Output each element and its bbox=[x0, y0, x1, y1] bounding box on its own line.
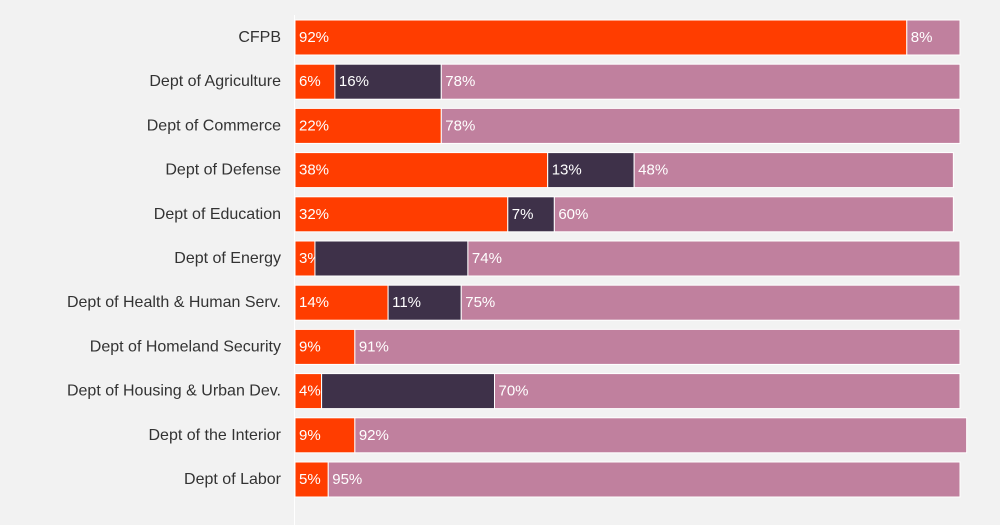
data-label: 6% bbox=[299, 73, 321, 90]
bar-segment-3 bbox=[440, 63, 961, 100]
bar-segment-1 bbox=[294, 417, 356, 454]
data-label: 9% bbox=[299, 338, 321, 355]
data-label: 13% bbox=[552, 162, 582, 179]
data-label: 7% bbox=[512, 206, 534, 223]
bar-segment-3 bbox=[354, 328, 961, 365]
data-label: 8% bbox=[911, 29, 933, 46]
data-label: 22% bbox=[299, 117, 329, 134]
bar-segment-3 bbox=[494, 373, 961, 410]
category-label: Dept of Labor bbox=[184, 471, 282, 488]
bar-row: Dept of Education 32% 7% 60% bbox=[154, 196, 954, 233]
bar-row: Dept of Commerce 22% 78% bbox=[147, 107, 961, 144]
bar-segment-3 bbox=[467, 240, 961, 277]
bar-segment-3 bbox=[906, 19, 961, 56]
bar-segment-3 bbox=[553, 196, 954, 233]
bar-segment-3 bbox=[460, 284, 961, 321]
data-label: 5% bbox=[299, 471, 321, 488]
data-label: 9% bbox=[299, 427, 321, 444]
data-label: 75% bbox=[465, 294, 495, 311]
bar-segment-2 bbox=[314, 240, 469, 277]
category-label: Dept of Agriculture bbox=[149, 73, 281, 90]
data-label: 38% bbox=[299, 162, 329, 179]
category-label: Dept of Defense bbox=[165, 162, 281, 179]
bar-segment-1 bbox=[294, 284, 389, 321]
category-label: CFPB bbox=[238, 29, 281, 46]
data-label: 11% bbox=[392, 294, 421, 311]
category-label: Dept of Health & Human Serv. bbox=[67, 294, 281, 311]
data-label: 32% bbox=[299, 206, 329, 223]
data-label: 4% bbox=[299, 383, 321, 400]
data-label: 60% bbox=[558, 206, 588, 223]
data-label: 78% bbox=[445, 117, 475, 134]
category-label: Dept of Homeland Security bbox=[90, 338, 281, 355]
data-label: 95% bbox=[332, 471, 362, 488]
bar-segment-3 bbox=[354, 417, 968, 454]
bar-segment-1 bbox=[294, 63, 336, 100]
bar-segment-1 bbox=[294, 196, 509, 233]
data-label: 78% bbox=[445, 73, 475, 90]
bar-row: Dept of Agriculture 6% 16% 78% bbox=[149, 63, 961, 100]
category-label: Dept of Education bbox=[154, 206, 281, 223]
bar-segment-1 bbox=[294, 373, 323, 410]
bar-row: Dept of the Interior 9% 92% bbox=[148, 417, 968, 454]
bar-row: Dept of Labor 5% 95% bbox=[184, 461, 961, 498]
bar-segment-1 bbox=[294, 19, 908, 56]
category-label: Dept of Housing & Urban Dev. bbox=[67, 383, 281, 400]
data-label: 48% bbox=[638, 162, 668, 179]
bar-row: CFPB 92% 8% bbox=[238, 19, 961, 56]
data-label: 92% bbox=[359, 427, 389, 444]
data-label: 70% bbox=[499, 383, 529, 400]
bar-segment-2 bbox=[334, 63, 442, 100]
bar-row: Dept of Defense 38% 13% 48% bbox=[165, 152, 954, 189]
data-label: 74% bbox=[472, 250, 502, 267]
bar-row: Dept of Homeland Security 9% 91% bbox=[90, 328, 961, 365]
bar-segment-3 bbox=[327, 461, 961, 498]
bar-row: Dept of Energy 3% 74% bbox=[174, 240, 961, 277]
data-label: 14% bbox=[299, 294, 329, 311]
bar-row: Dept of Health & Human Serv. 14% 11% 75% bbox=[67, 284, 961, 321]
bar-segment-2 bbox=[387, 284, 462, 321]
category-label: Dept of Commerce bbox=[147, 117, 281, 134]
bar-row: Dept of Housing & Urban Dev. 4% 70% bbox=[67, 373, 961, 410]
data-label: 91% bbox=[359, 338, 389, 355]
bar-segment-3 bbox=[633, 152, 954, 189]
bar-segment-1 bbox=[294, 152, 549, 189]
data-label: 92% bbox=[299, 29, 329, 46]
bar-segment-2 bbox=[321, 373, 495, 410]
bar-segment-1 bbox=[294, 328, 356, 365]
data-label: 16% bbox=[339, 73, 369, 90]
bar-segment-3 bbox=[440, 107, 961, 144]
category-label: Dept of Energy bbox=[174, 250, 281, 267]
category-label: Dept of the Interior bbox=[148, 427, 281, 444]
